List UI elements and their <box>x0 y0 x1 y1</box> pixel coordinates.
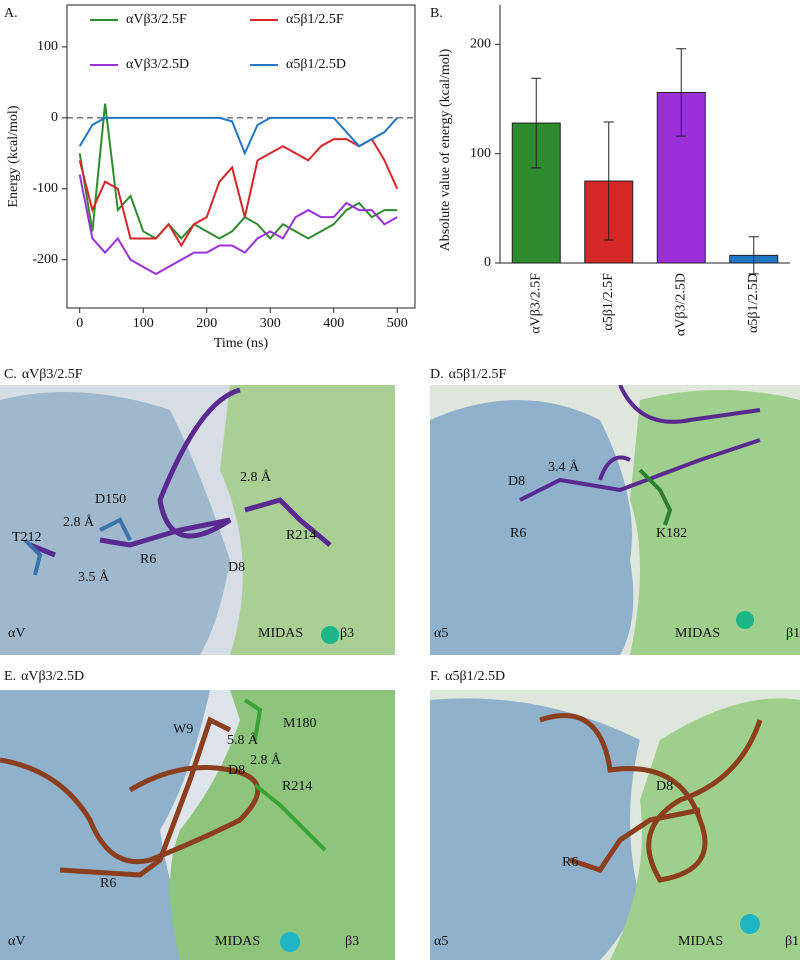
y-tick-label: 100 <box>37 39 58 54</box>
annotation: β3 <box>340 626 354 641</box>
annotation: W9 <box>173 722 193 737</box>
annotation: MIDAS <box>675 626 720 641</box>
annotation: T212 <box>12 530 42 545</box>
error-bar <box>603 121 614 241</box>
series-line <box>78 174 398 276</box>
x-tick-label: αVβ3/2.5D <box>673 273 688 336</box>
y-axis-label: Absolute value of energy (kcal/mol) <box>438 48 453 251</box>
annotation: 2.8 Å <box>250 752 282 768</box>
legend-label: αVβ3/2.5D <box>126 57 189 72</box>
annotation: β1 <box>786 626 800 641</box>
structure-image <box>0 385 395 655</box>
structure-image <box>0 690 395 960</box>
annotation: D8 <box>656 779 673 794</box>
legend-label: α5β1/2.5F <box>286 12 344 27</box>
panel-label: F. <box>430 669 440 684</box>
structure-image <box>430 385 800 655</box>
panel-heading: F. α5β1/2.5D <box>430 669 505 684</box>
panel-label: B. <box>430 6 443 21</box>
annotation: αV <box>8 626 25 641</box>
annotation: 3.4 Å <box>548 459 580 475</box>
series-line <box>78 103 398 240</box>
panel-title: αVβ3/2.5D <box>21 669 84 684</box>
x-tick-label: 500 <box>387 316 408 331</box>
legend-label: α5β1/2.5D <box>286 57 346 72</box>
annotation: 3.5 Å <box>78 569 110 585</box>
panel-title: α5β1/2.5D <box>445 669 505 684</box>
annotation: β1 <box>785 934 799 949</box>
y-tick-label: 0 <box>484 255 491 270</box>
annotation: R6 <box>562 855 578 870</box>
x-tick-label: 300 <box>260 316 281 331</box>
y-tick-label: 200 <box>470 37 491 52</box>
annotation: α5 <box>434 626 448 641</box>
series-line <box>78 137 399 248</box>
y-axis-label: Energy (kcal/mol) <box>6 105 21 207</box>
plot-frame <box>66 4 416 309</box>
x-tick-label: α5β1/2.5F <box>601 273 616 331</box>
y-tick-label: -200 <box>32 252 58 267</box>
panel-label: A. <box>4 6 18 21</box>
annotation: MIDAS <box>678 934 723 949</box>
annotation: D8 <box>228 560 245 575</box>
annotation: MIDAS <box>215 934 260 949</box>
panel-label: D. <box>430 367 444 382</box>
annotation: 2.8 Å <box>63 514 95 530</box>
x-tick-label: 100 <box>133 316 154 331</box>
panel-label: E. <box>4 669 16 684</box>
annotation: K182 <box>656 526 687 541</box>
legend-label: αVβ3/2.5F <box>126 12 187 27</box>
y-tick-label: -100 <box>32 181 58 196</box>
panel-heading: C. αVβ3/2.5F <box>4 367 83 382</box>
error-bar <box>676 48 687 137</box>
annotation: 5.8 Å <box>227 732 259 748</box>
annotation: R214 <box>286 528 316 543</box>
panel-title: αVβ3/2.5F <box>22 367 83 382</box>
x-tick-label: αVβ3/2.5F <box>528 273 543 334</box>
panel-heading: E. αVβ3/2.5D <box>4 669 84 684</box>
annotation: R214 <box>282 779 312 794</box>
x-axis-label: Time (ns) <box>214 336 269 351</box>
annotation: D8 <box>508 474 525 489</box>
x-tick-label: 0 <box>76 316 83 331</box>
annotation: M180 <box>283 716 316 731</box>
annotation: 2.8 Å <box>240 469 272 485</box>
error-bar <box>531 77 542 169</box>
annotation: β3 <box>345 934 359 949</box>
structure-image <box>430 690 800 960</box>
y-tick-label: 100 <box>470 146 491 161</box>
annotation: R6 <box>140 552 156 567</box>
annotation: α5 <box>434 934 448 949</box>
annotation: D150 <box>95 492 126 507</box>
panel-title: α5β1/2.5F <box>449 367 507 382</box>
y-tick-label: 0 <box>51 110 58 125</box>
panel-label: C. <box>4 367 17 382</box>
panel-heading: D. α5β1/2.5F <box>430 367 506 382</box>
x-tick-label: α5β1/2.5D <box>746 273 761 333</box>
x-tick-label: 400 <box>323 316 344 331</box>
series-line <box>78 116 398 156</box>
x-tick-label: 200 <box>196 316 217 331</box>
annotation: R6 <box>510 526 526 541</box>
annotation: D8 <box>228 763 245 778</box>
annotation: MIDAS <box>258 626 303 641</box>
annotation: R6 <box>100 876 116 891</box>
annotation: αV <box>8 934 25 949</box>
error-bar <box>748 236 759 275</box>
